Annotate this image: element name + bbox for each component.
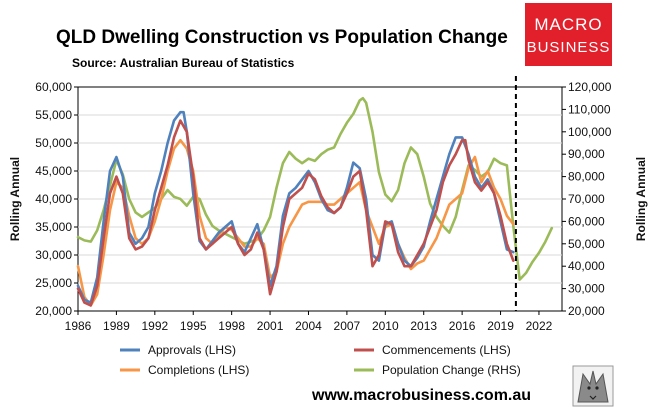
y-right-tick-label: 50,000 <box>568 237 605 251</box>
y-right-axis-label: Rolling Annual <box>634 157 648 241</box>
series-lines <box>76 96 554 307</box>
x-tick-label: 2001 <box>257 319 284 333</box>
y-left-tick-label: 40,000 <box>35 192 72 206</box>
y-left-axis-label: Rolling Annual <box>8 157 22 241</box>
y-right-tick-label: 20,000 <box>568 304 605 318</box>
y-right-tick-label: 100,000 <box>568 125 612 139</box>
x-tick-label: 2007 <box>334 319 361 333</box>
y-right-tick-label: 90,000 <box>568 147 605 161</box>
x-tick-label: 2019 <box>487 319 514 333</box>
y-left-tick-label: 35,000 <box>35 220 72 234</box>
macrobusiness-logo: MACRO BUSINESS <box>525 3 612 66</box>
y-right-tick-label: 40,000 <box>568 259 605 273</box>
legend: Approvals (LHS) Commencements (LHS) Comple… <box>120 343 521 377</box>
y-left-tick-label: 20,000 <box>35 304 72 318</box>
y-right-tick-label: 70,000 <box>568 192 605 206</box>
legend-label: Commencements (LHS) <box>382 343 511 357</box>
wolf-icon <box>572 365 614 407</box>
x-tick-label: 1998 <box>218 319 245 333</box>
series-line-commencements-lhs <box>76 119 515 307</box>
x-tick-label: 2013 <box>410 319 437 333</box>
x-tick-label: 1989 <box>103 319 130 333</box>
x-tick-label: 1986 <box>65 319 92 333</box>
x-tick-label: 2022 <box>526 319 553 333</box>
y-left-tick-label: 25,000 <box>35 276 72 290</box>
y-left-tick-label: 50,000 <box>35 136 72 150</box>
x-tick-label: 2004 <box>295 319 322 333</box>
y-left-tick-label: 60,000 <box>35 80 72 94</box>
y-left-tick-label: 30,000 <box>35 248 72 262</box>
x-tick-label: 2010 <box>372 319 399 333</box>
legend-label: Population Change (RHS) <box>382 363 521 377</box>
y-right-axis-ticks: 20,000 30,000 40,000 50,000 60,000 70,000 80,0… <box>562 80 612 318</box>
series-line-approvals-lhs <box>76 110 515 304</box>
chart-subtitle: Source: Australian Bureau of Statistics <box>72 56 295 70</box>
legend-label: Approvals (LHS) <box>148 343 236 357</box>
y-right-tick-label: 110,000 <box>568 102 611 116</box>
chart-title: QLD Dwelling Construction vs Population … <box>56 27 508 48</box>
y-right-tick-label: 30,000 <box>568 282 605 296</box>
y-left-tick-label: 55,000 <box>35 108 72 122</box>
logo-background <box>525 3 612 66</box>
y-right-tick-label: 120,000 <box>568 80 612 94</box>
x-tick-label: 1995 <box>180 319 207 333</box>
x-tick-label: 1992 <box>141 319 168 333</box>
legend-label: Completions (LHS) <box>148 363 249 377</box>
y-left-tick-label: 45,000 <box>35 164 72 178</box>
website-url: www.macrobusiness.com.au <box>311 387 531 404</box>
y-right-tick-label: 80,000 <box>568 170 605 184</box>
x-tick-label: 2016 <box>449 319 476 333</box>
y-left-axis-ticks: 20,000 25,000 30,000 35,000 40,000 45,000 50,0… <box>35 80 78 318</box>
x-axis-ticks: 1986 1989 1992 1995 1998 2001 2004 2007 2010 2013… <box>65 311 553 333</box>
logo-line-1: MACRO <box>534 15 602 34</box>
y-right-tick-label: 60,000 <box>568 214 605 228</box>
gridlines <box>78 114 562 284</box>
logo-line-2: BUSINESS <box>527 39 611 56</box>
